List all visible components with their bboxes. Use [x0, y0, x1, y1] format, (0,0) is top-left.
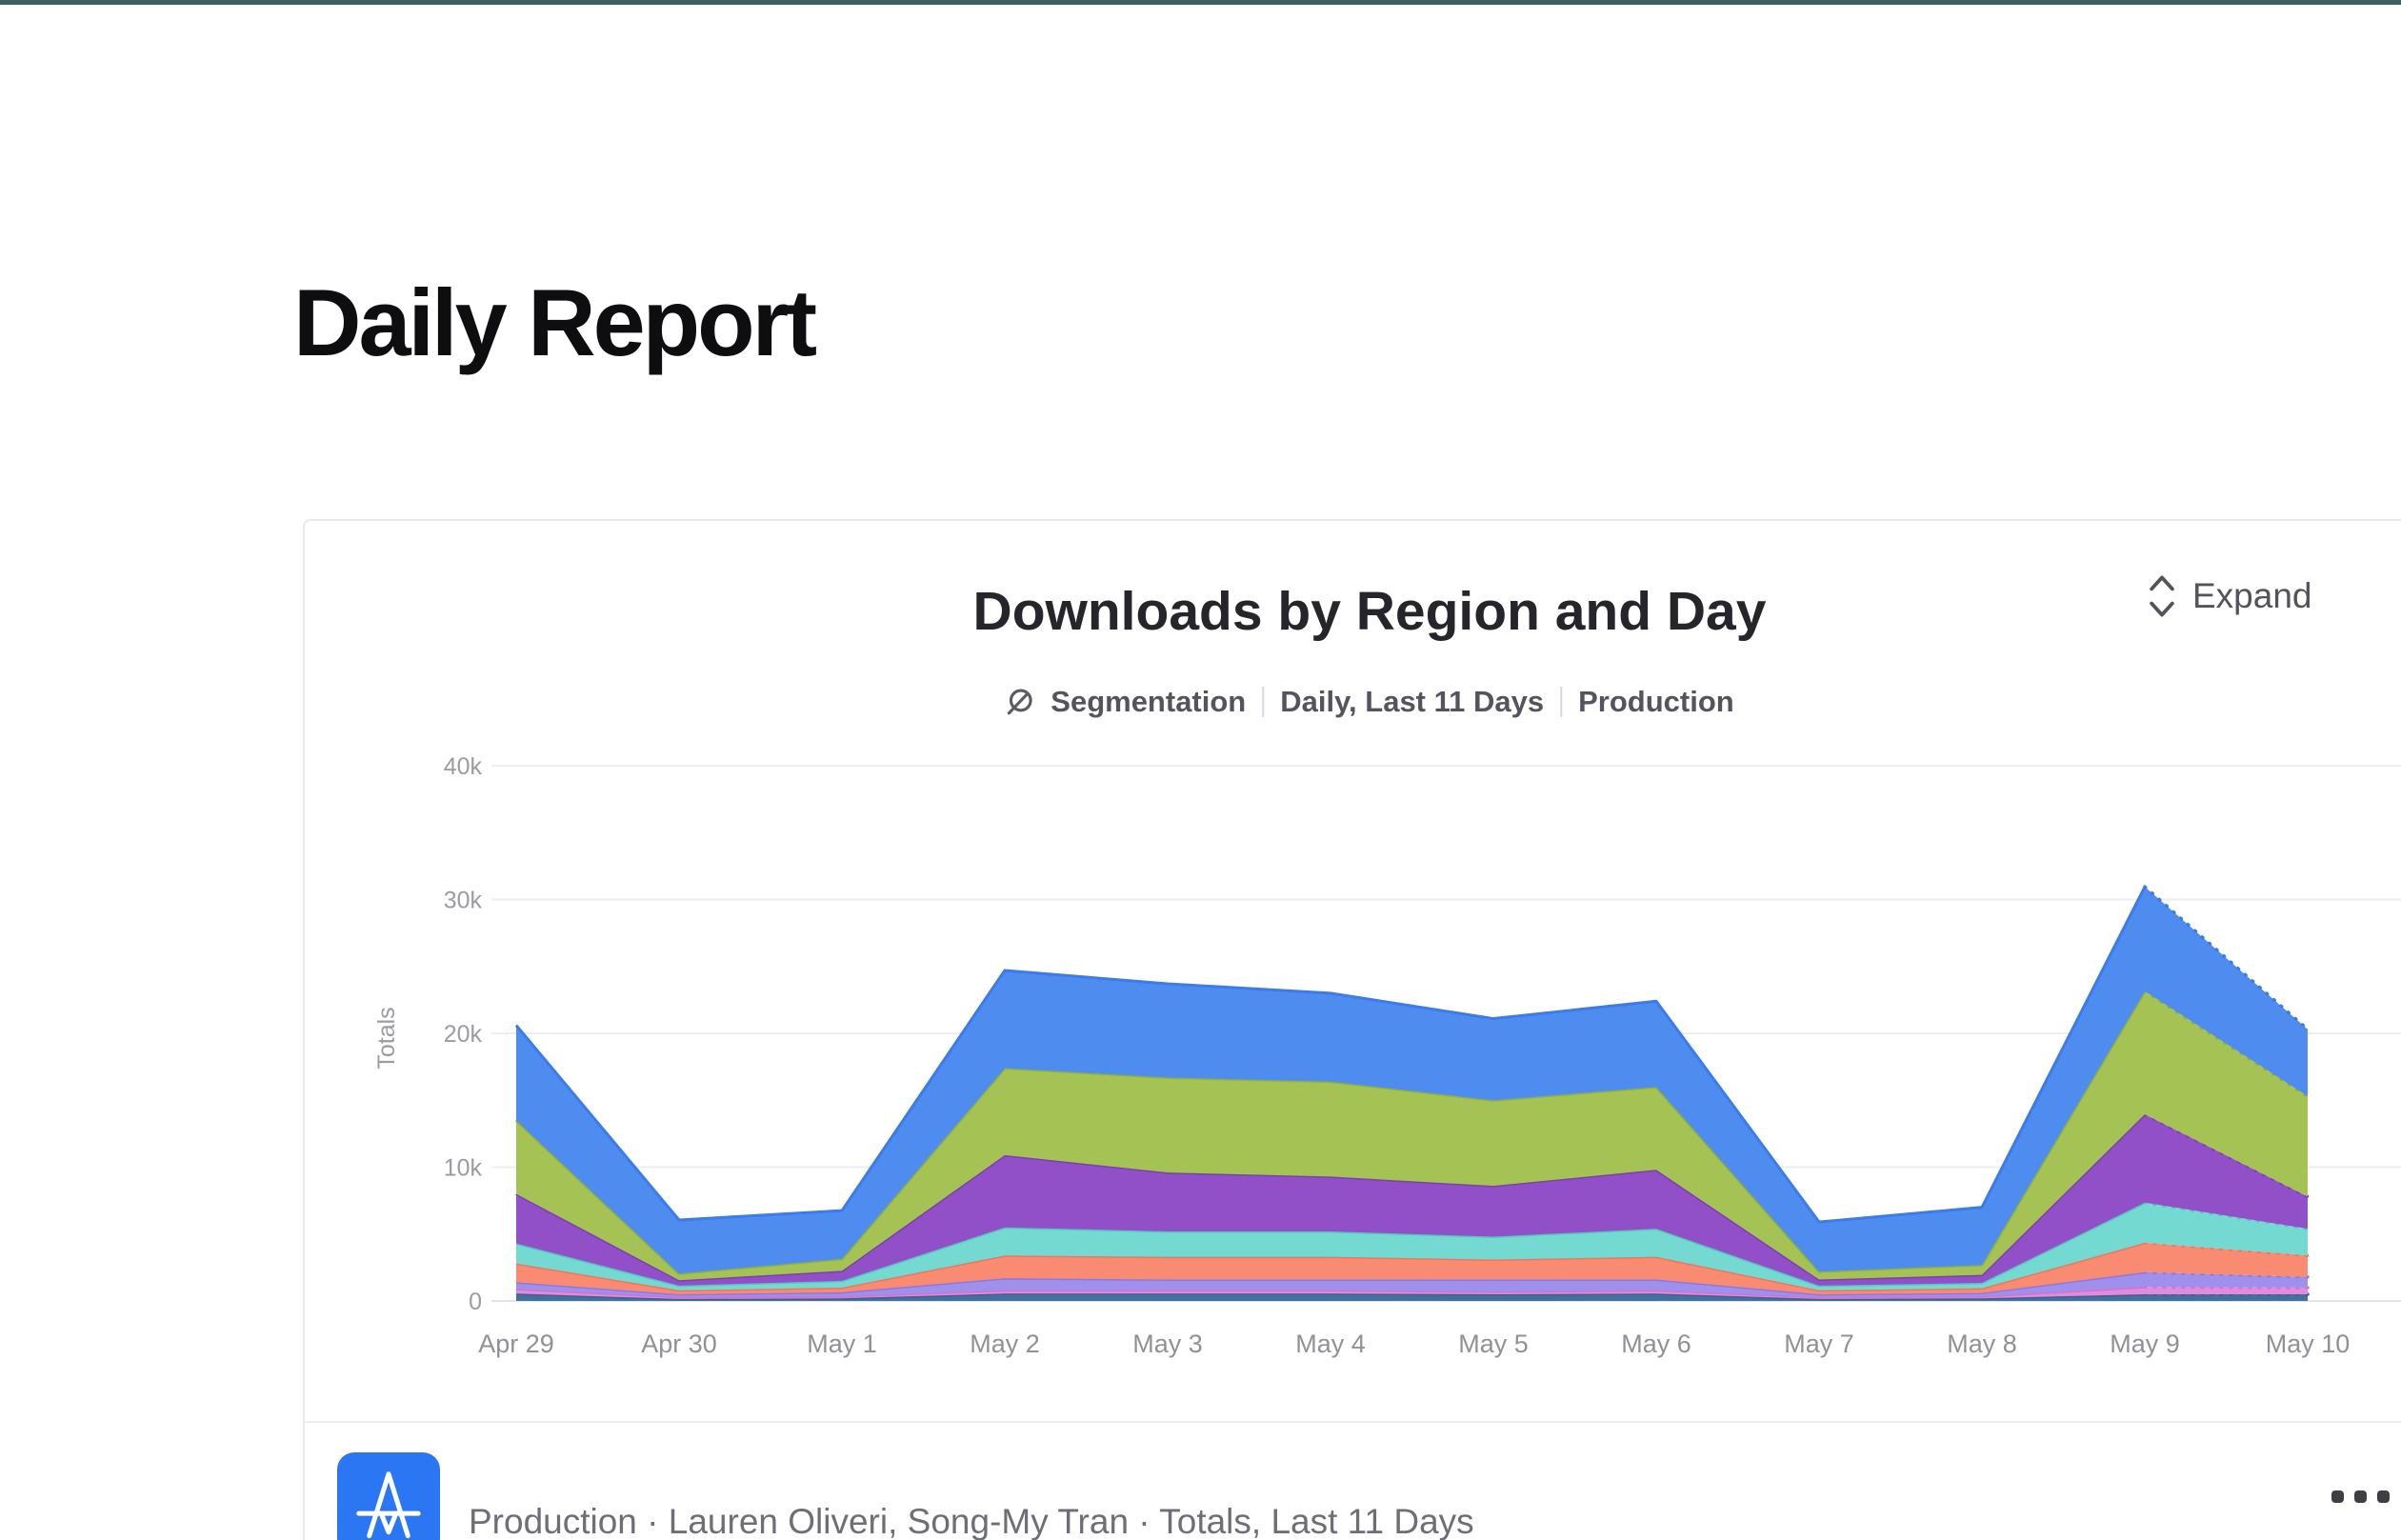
- series-5-teal: [516, 1202, 2308, 1290]
- downloads-area-chart[interactable]: 0 10k 20k 30k 40k Totals Apr 29 Apr 30 May 1 May …: [0, 724, 2401, 1381]
- series-2-pink: [516, 1287, 2308, 1299]
- stacked-areas: [514, 885, 2310, 1301]
- subtitle-date-range: Daily, Last 11 Days: [1280, 685, 1545, 718]
- series-4-salmon: [516, 1242, 2308, 1294]
- amplitude-chart-icon: [337, 1452, 440, 1540]
- axis-labels: 0 10k 20k 30k 40k Totals Apr 29 Apr 30 May 1 May …: [373, 753, 2350, 1358]
- x-tick-label: May 9: [2110, 1330, 2180, 1358]
- subtitle-project: Production: [1578, 685, 1734, 718]
- subtitle-divider: [1560, 687, 1563, 717]
- x-tick-label: May 10: [2266, 1330, 2351, 1358]
- y-tick-label: 40k: [444, 753, 483, 780]
- x-tick-label: May 6: [1621, 1330, 1691, 1358]
- more-options-button[interactable]: [2326, 1485, 2395, 1509]
- ellipsis-dot: [2354, 1490, 2367, 1503]
- chart-subtitle: Segmentation Daily, Last 11 Days Product…: [1005, 685, 1734, 719]
- y-tick-label: 30k: [444, 888, 483, 914]
- y-tick-label: 0: [469, 1289, 482, 1315]
- window-top-border: [0, 0, 2401, 5]
- chart-source-description[interactable]: Production · Lauren Oliveri, Song-My Tra…: [469, 1502, 1474, 1540]
- x-tick-label: May 2: [970, 1330, 1040, 1358]
- chart-title: Downloads by Region and Day: [972, 581, 1767, 642]
- x-tick-label: May 4: [1295, 1330, 1366, 1358]
- y-tick-label: 20k: [444, 1021, 483, 1048]
- x-tick-label: Apr 30: [641, 1330, 717, 1358]
- expand-button[interactable]: Expand: [2143, 569, 2316, 624]
- series-3-violet: [516, 1271, 2308, 1297]
- x-tick-label: May 5: [1458, 1330, 1529, 1358]
- y-axis-title: Totals: [373, 1007, 400, 1069]
- series-6-purple: [516, 1114, 2308, 1286]
- series-7-green: [516, 990, 2308, 1281]
- card-divider: [305, 1421, 2401, 1423]
- y-tick-label: 10k: [444, 1155, 483, 1182]
- report-card: Expand Downloads by Region and Day Segme…: [303, 519, 2401, 1540]
- page-title: Daily Report: [293, 270, 817, 375]
- ellipsis-dot: [2331, 1490, 2344, 1503]
- expand-label: Expand: [2192, 576, 2312, 615]
- ellipsis-dot: [2377, 1490, 2390, 1503]
- expand-icon: [2147, 572, 2177, 620]
- x-tick-label: Apr 29: [478, 1330, 554, 1358]
- x-tick-label: May 7: [1784, 1330, 1854, 1358]
- subtitle-divider: [1262, 687, 1265, 717]
- x-tick-label: May 8: [1947, 1330, 2017, 1358]
- series-8-blue: [516, 887, 2308, 1274]
- subtitle-chart-type: Segmentation: [1050, 685, 1247, 718]
- x-tick-label: May 3: [1132, 1330, 1203, 1358]
- segmentation-icon: [1005, 688, 1034, 717]
- x-tick-label: May 1: [807, 1330, 877, 1358]
